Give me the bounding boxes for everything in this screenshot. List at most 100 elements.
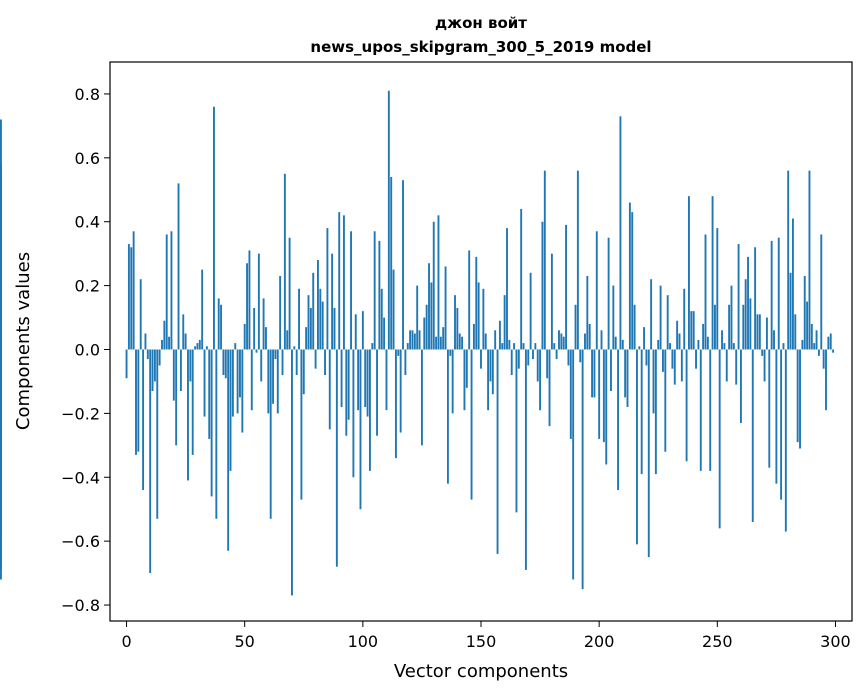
bar-252 [721,330,723,350]
bar-230 [669,343,671,350]
bar-247 [709,349,712,471]
bar-268 [758,314,761,350]
bar-181 [553,343,556,350]
bar-4 [135,349,137,455]
bars [0,90,835,596]
bar-265 [751,349,754,522]
bar-240 [692,311,695,350]
bar-293 [817,349,820,356]
bar-133 [439,336,442,350]
bar-34 [205,346,208,350]
bar-278 [782,343,785,350]
bar-124 [418,330,421,350]
bar-126 [423,317,426,350]
bar-208 [617,349,619,491]
bar-206 [612,285,615,350]
bar-193 [581,349,584,590]
bar-62 [272,349,274,404]
x-tick-label: 100 [348,632,379,651]
chart-title: джон войт [435,14,527,32]
bar-31 [198,339,201,350]
x-axis-ticks: 0 50 100 150 200 250 300 [121,621,851,651]
bar-222 [650,279,653,350]
bar-234 [678,333,681,350]
bar-45 [231,349,234,417]
bar-148 [475,256,478,350]
bar-105 [373,231,376,350]
y-tick-label: −0.6 [61,532,100,551]
bar-9 [146,349,149,360]
bar-99 [359,349,362,510]
bar-85 [326,228,329,350]
bar-136 [446,349,449,484]
bar-27 [189,349,192,382]
bar-8 [144,333,147,350]
bar-177 [543,170,546,350]
bar-231 [671,349,674,369]
bar-271 [765,317,768,350]
bar-229 [666,295,669,350]
x-axis-label: Vector components [394,661,568,682]
bar-141 [458,333,461,350]
bar-32 [201,269,204,350]
bar-10 [149,349,152,574]
y-tick-label: 0.6 [75,149,100,168]
bar-140 [456,307,459,350]
bar-198 [593,349,596,398]
x-tick-label: 200 [584,632,615,651]
bar-83 [321,301,324,350]
bar-159 [501,343,504,350]
bar-276 [777,237,780,350]
bar-280 [787,170,790,350]
bar-118 [404,349,407,376]
bar-63 [274,349,277,360]
bar-81 [317,260,319,350]
bar-79 [312,272,315,350]
bar-255 [728,304,731,350]
bar-270 [763,349,766,382]
y-tick-label: 0.0 [75,340,100,359]
bar-236 [683,288,686,350]
bar-249 [714,304,716,350]
bar-68 [286,330,289,350]
bar-88 [333,307,336,350]
bar-245 [704,234,707,350]
bar-24 [182,314,185,350]
bar-0 [125,349,128,379]
bar-191 [576,170,579,350]
bar-180 [550,253,553,350]
bar-73 [298,288,300,350]
bar-179 [548,349,551,427]
bar-122 [413,333,416,350]
bar-102 [366,349,369,417]
bar-277 [780,349,783,500]
bar-101 [364,349,367,407]
bar-246 [706,336,709,350]
bar-95 [350,231,352,350]
bar-60 [267,349,270,414]
bar-36 [210,349,213,497]
bar-274 [773,330,775,350]
bar-84 [324,349,326,376]
bar-107 [378,240,381,350]
bar-251 [718,349,721,529]
bar-undefined [0,119,2,350]
bar-3 [132,231,135,350]
bar-129 [430,282,433,350]
bar-66 [281,349,284,376]
bar-241 [695,349,697,369]
bar-210 [621,339,624,350]
bar-12 [153,349,156,382]
bar-130 [432,221,435,350]
bar-123 [416,285,419,350]
bar-51 [246,263,248,350]
bar-97 [354,314,357,350]
bar-6 [139,279,142,350]
bar-224 [654,349,657,475]
bar-112 [390,176,393,350]
bar-299 [832,349,835,353]
y-axis-label: Components values [13,252,34,430]
x-tick-label: 300 [820,632,851,651]
bar-226 [659,285,662,350]
bar-156 [494,330,497,350]
